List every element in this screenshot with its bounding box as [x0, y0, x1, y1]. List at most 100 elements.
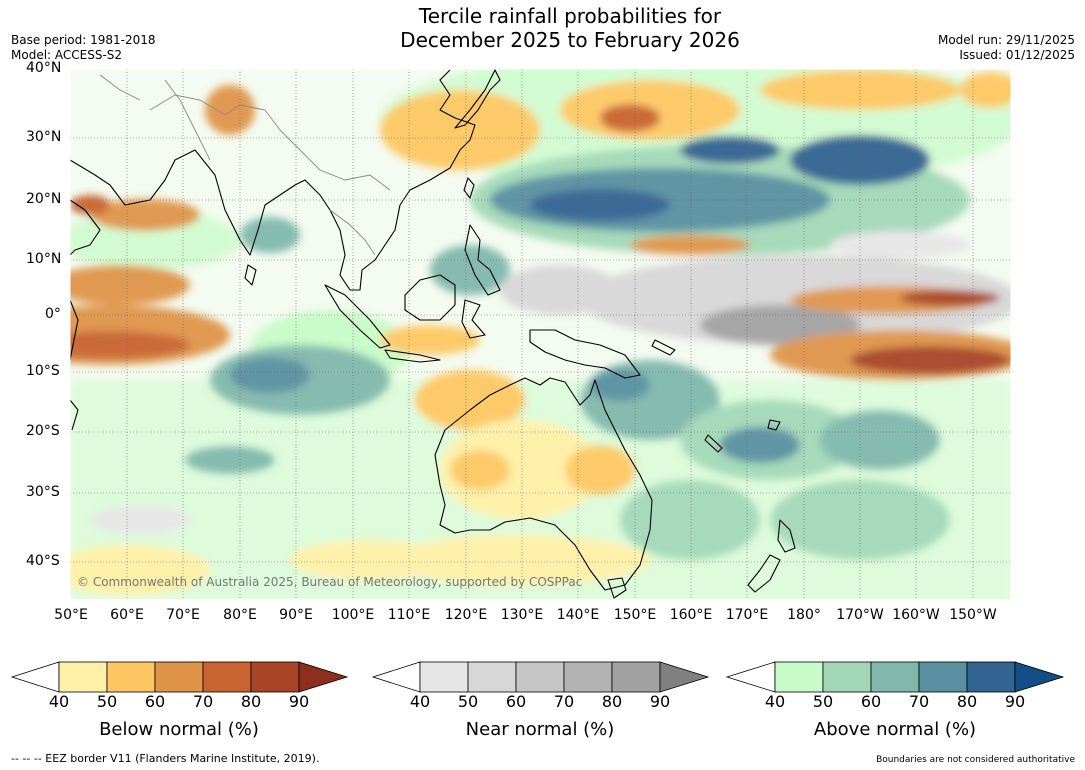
- new-zealand-south: [747, 554, 781, 593]
- colorbar-tick: 80: [240, 692, 262, 711]
- arabia-coast: [70, 199, 101, 256]
- map-area: © Commonwealth of Australia 2025, Bureau…: [70, 69, 1011, 600]
- lon-label: 150°E: [613, 607, 657, 623]
- lon-label: 120°E: [444, 607, 488, 623]
- lon-label: 180°: [787, 607, 821, 623]
- lon-label: 150°W: [949, 607, 997, 623]
- colorbar-near-segment: [563, 661, 613, 693]
- lat-label: 10°S: [26, 363, 60, 379]
- colorbar-above-segment: [966, 661, 1016, 693]
- colorbar-below: [10, 661, 349, 693]
- meta-left: Base period: 1981-2018 Model: ACCESS-S2: [11, 33, 156, 63]
- colorbar-tick: 80: [956, 692, 978, 711]
- colorbar-above-segment: [774, 661, 824, 693]
- australia-coast: [434, 377, 653, 591]
- lat-label: 30°N: [26, 129, 62, 145]
- colorbar-below-segment: [154, 661, 204, 693]
- colorbar-near-extend-low: [371, 661, 421, 693]
- colorbar-above-extend-high: [1014, 661, 1065, 693]
- colorbar-near-segment: [515, 661, 565, 693]
- colorbar-above-segment: [822, 661, 872, 693]
- colorbar-above-title: Above normal (%): [813, 719, 977, 740]
- lon-label: 110°E: [387, 607, 431, 623]
- colorbar-near: [371, 661, 710, 693]
- colorbar-tick: 90: [288, 692, 310, 711]
- lat-label: 0°: [45, 306, 61, 322]
- lon-label: 50°E: [54, 607, 88, 623]
- colorbar-below-segment: [106, 661, 156, 693]
- colorbar-below-extend-high: [298, 661, 349, 693]
- japan-coast: [454, 69, 501, 129]
- lon-label: 160°W: [892, 607, 940, 623]
- sulawesi-coast: [461, 299, 486, 339]
- colorbar-tick: 40: [764, 692, 786, 711]
- borneo-coast: [404, 274, 456, 321]
- lat-label: 20°N: [26, 191, 62, 207]
- lat-label: 40°N: [26, 60, 62, 76]
- sumatra-coast: [324, 284, 391, 349]
- solomon-coast: [651, 339, 676, 356]
- lon-label: 130°E: [500, 607, 544, 623]
- colorbar-tick: 70: [908, 692, 930, 711]
- philippines-coast: [464, 224, 501, 296]
- probability-shading: [70, 69, 1011, 600]
- map-title-line1: Tercile rainfall probabilities for: [418, 4, 722, 28]
- eez-note: -- -- -- EEZ border V11 (Flanders Marine…: [11, 752, 320, 765]
- fiji-coast: [767, 419, 781, 431]
- colorbar-tick: 50: [96, 692, 118, 711]
- lon-label: 170°E: [725, 607, 769, 623]
- new-caledonia-coast: [704, 434, 723, 453]
- lat-label: 20°S: [26, 423, 60, 439]
- colorbar-near-title: Near normal (%): [465, 719, 615, 740]
- colorbar-tick: 40: [48, 692, 70, 711]
- colorbar-near-segment: [611, 661, 661, 693]
- colorbar-above-segment: [870, 661, 920, 693]
- colorbar-below-segment: [202, 661, 252, 693]
- map-frame: [69, 68, 1012, 601]
- colorbar-above-segment: [918, 661, 968, 693]
- colorbar-tick: 60: [860, 692, 882, 711]
- lat-label: 30°S: [26, 484, 60, 500]
- colorbar-above: [725, 661, 1065, 693]
- lon-label: 70°E: [166, 607, 200, 623]
- lon-label: 80°E: [223, 607, 257, 623]
- colorbar-tick: 90: [649, 692, 671, 711]
- lon-label: 90°E: [279, 607, 313, 623]
- coastlines: [70, 69, 796, 599]
- taiwan-coast: [463, 177, 475, 199]
- colorbar-below-extend-low: [10, 661, 60, 693]
- colorbar-tick: 60: [144, 692, 166, 711]
- lon-label: 140°E: [556, 607, 600, 623]
- map-title-line2: December 2025 to February 2026: [400, 28, 740, 52]
- colorbar-tick: 40: [409, 692, 431, 711]
- colorbar-below-segment: [58, 661, 108, 693]
- colorbar-tick: 80: [601, 692, 623, 711]
- colorbar-tick: 70: [192, 692, 214, 711]
- tasmania-coast: [607, 577, 627, 599]
- lon-label: 160°E: [669, 607, 713, 623]
- colorbar-above-extend-low: [725, 661, 776, 693]
- colorbar-near-extend-high: [659, 661, 710, 693]
- colorbar-tick: 70: [553, 692, 575, 711]
- new-guinea-coast: [529, 329, 641, 379]
- lat-label: 40°S: [26, 553, 60, 569]
- colorbar-below-title: Below normal (%): [99, 719, 259, 740]
- java-coast: [384, 349, 441, 363]
- model-run: Model run: 29/11/2025: [937, 33, 1075, 47]
- graticule: [70, 69, 1011, 600]
- colorbar-near-segment: [419, 661, 469, 693]
- borders: [99, 74, 391, 256]
- lon-label: 170°W: [836, 607, 884, 623]
- issued-date: Issued: 01/12/2025: [959, 48, 1075, 62]
- model-name: Model: ACCESS-S2: [11, 48, 123, 62]
- madagascar-coast: [70, 399, 79, 431]
- colorbar-tick: 50: [812, 692, 834, 711]
- africa-coast: [70, 299, 79, 361]
- colorbar-tick: 60: [505, 692, 527, 711]
- colorbar-tick: 90: [1004, 692, 1026, 711]
- colorbar-below-segment: [250, 661, 300, 693]
- lat-label: 10°N: [26, 251, 62, 267]
- base-period: Base period: 1981-2018: [11, 33, 156, 47]
- boundaries-note: Boundaries are not considered authoritat…: [876, 755, 1075, 765]
